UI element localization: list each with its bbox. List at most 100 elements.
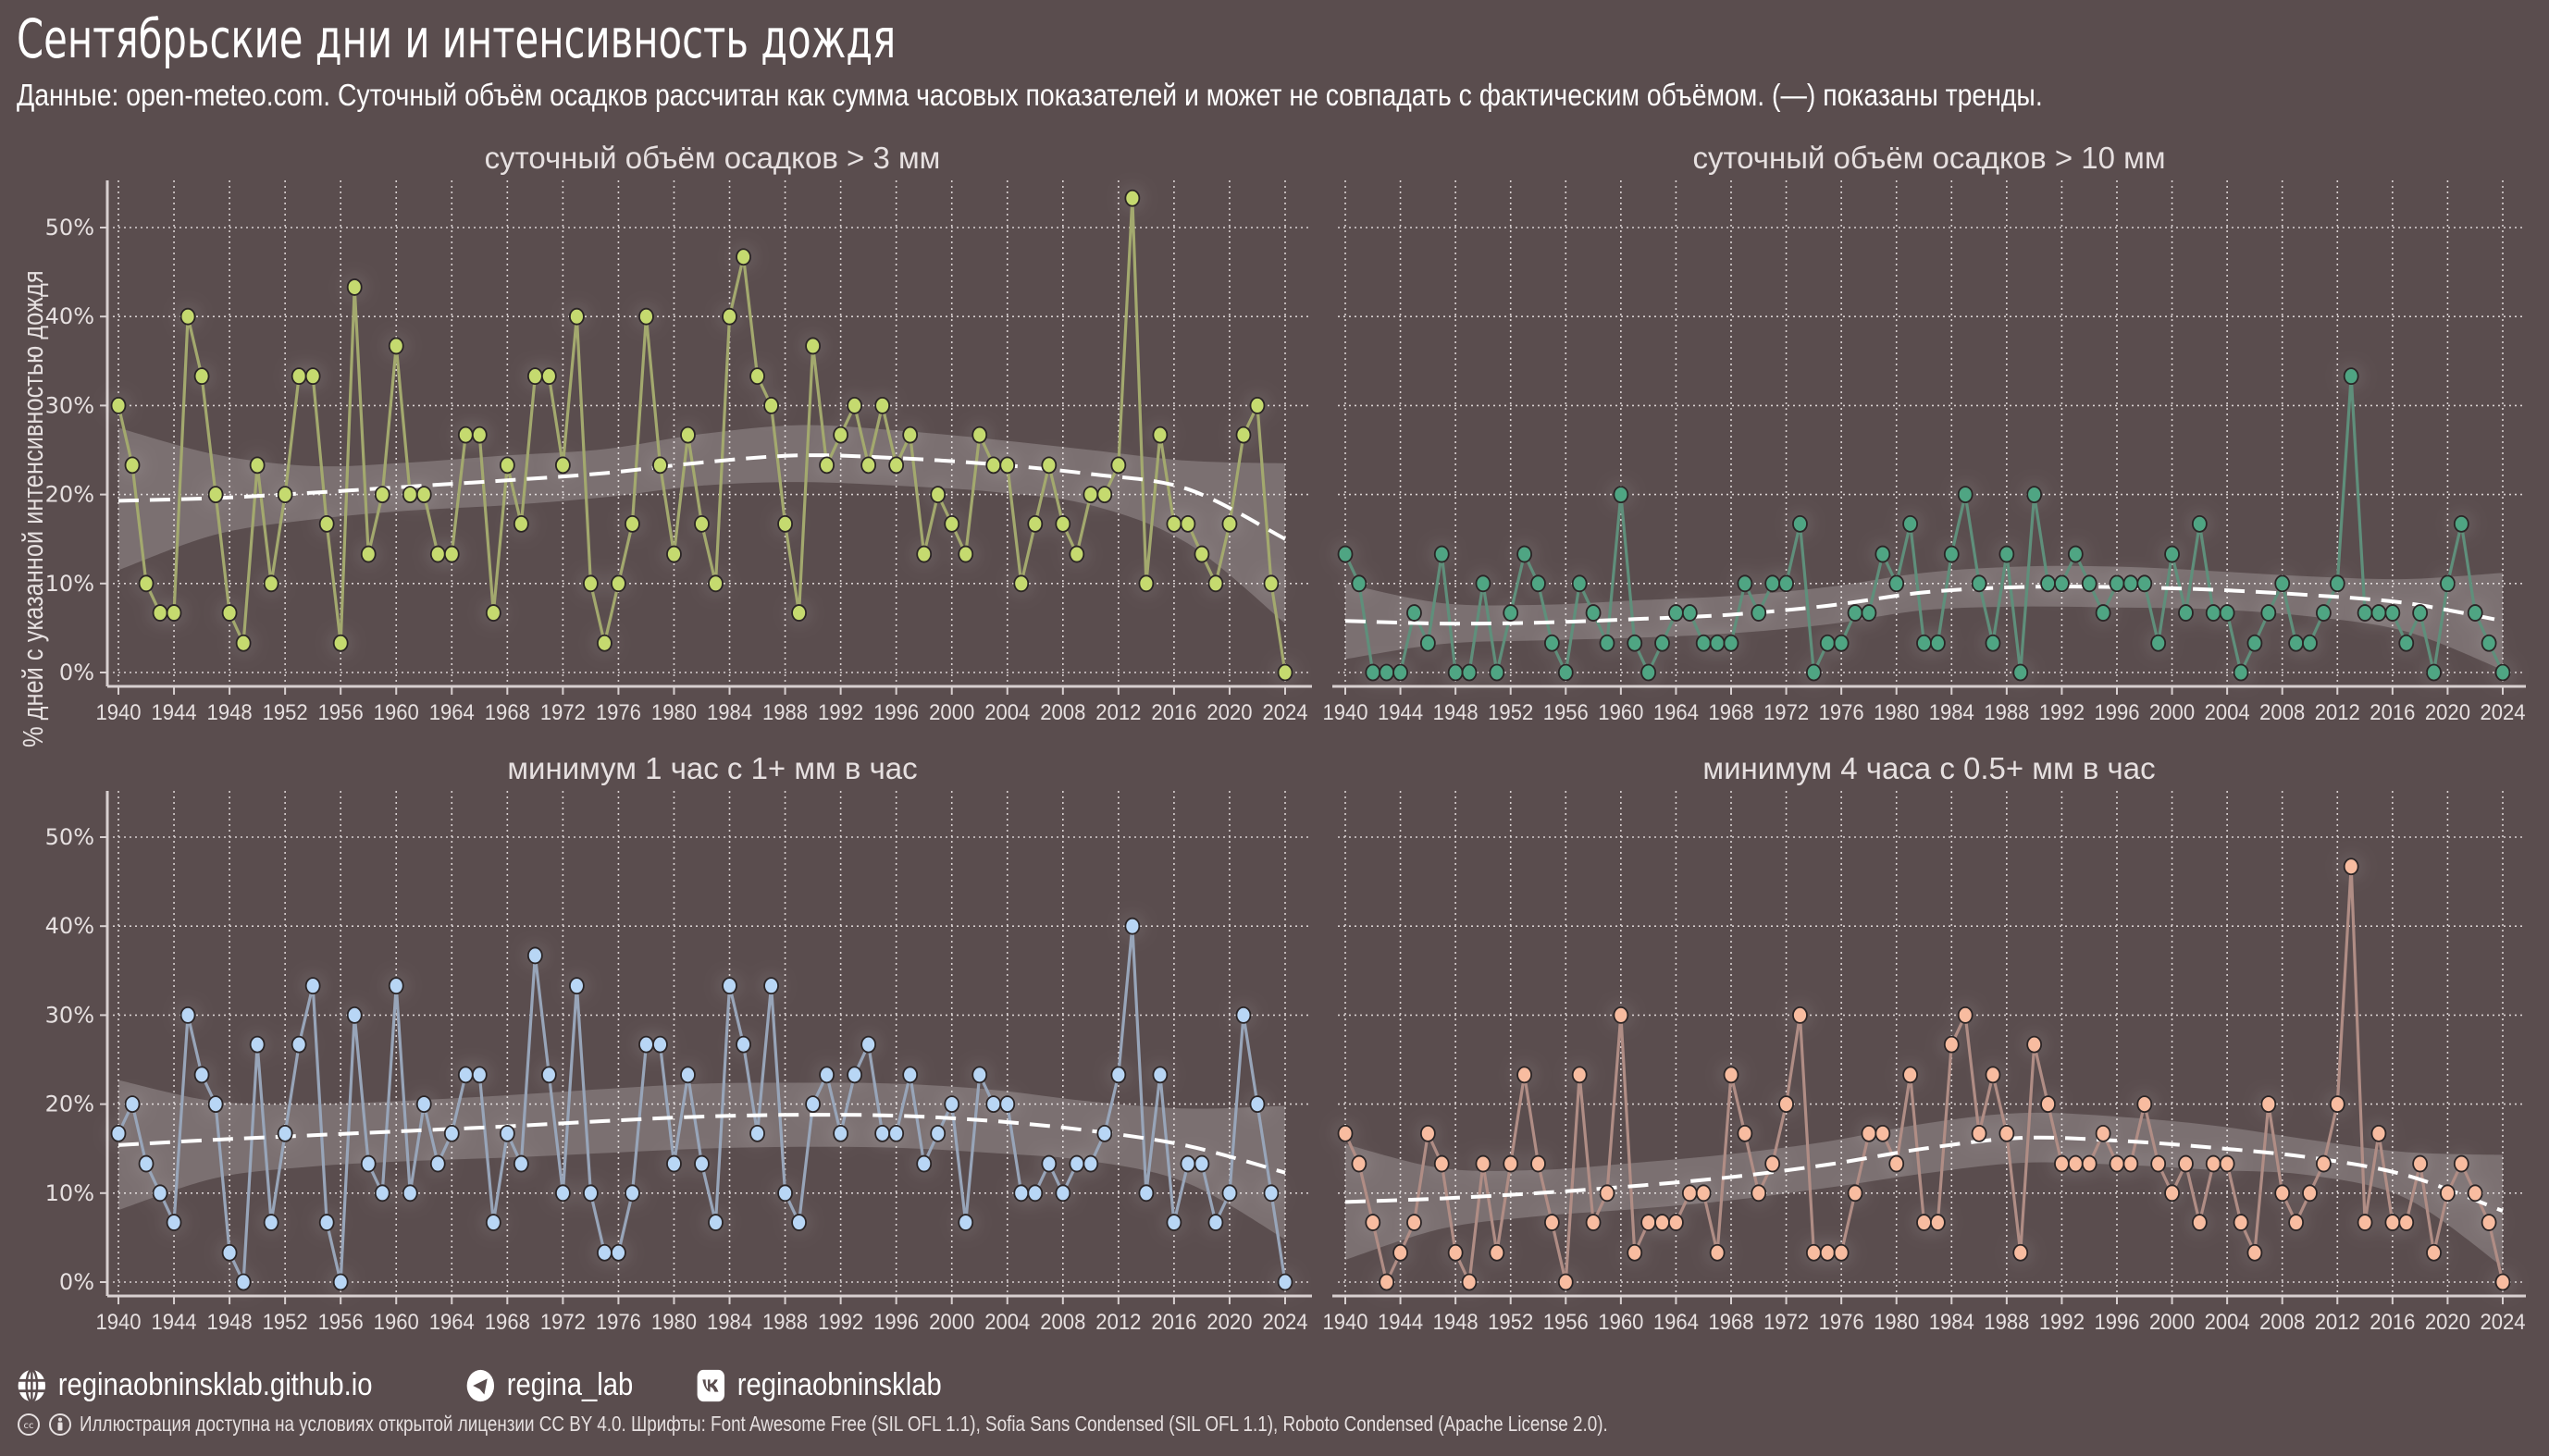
- gridlines: [113, 180, 1312, 683]
- page-title: Сентябрьские дни и интенсивность дождя: [17, 7, 897, 70]
- data-point: [888, 1124, 905, 1142]
- y-tick-label: 50%: [45, 824, 94, 850]
- data-point: [1138, 1184, 1155, 1203]
- data-point: [360, 1154, 377, 1173]
- data-point: [999, 1095, 1016, 1113]
- data-point: [708, 574, 724, 593]
- y-tick-label: 10%: [45, 1180, 94, 1206]
- x-tick-label: 1952: [263, 1309, 308, 1334]
- x-tick-label: 1944: [1378, 1309, 1423, 1334]
- data-point: [874, 396, 891, 414]
- footer-link-vk[interactable]: reginaobninsklab: [696, 1367, 942, 1403]
- confidence-band: [1345, 1112, 2503, 1267]
- data-point: [2343, 858, 2359, 876]
- x-tick-label: 1944: [1378, 699, 1423, 724]
- data-point: [1013, 1184, 1030, 1203]
- data-point: [2481, 1214, 2497, 1231]
- data-point: [1461, 663, 1478, 682]
- data-point: [485, 1214, 501, 1231]
- x-tick-label: 2020: [1206, 699, 1252, 724]
- data-point: [1166, 514, 1182, 533]
- data-point: [1792, 1006, 1808, 1024]
- data-point: [179, 307, 196, 326]
- x-tick-label: 2012: [1095, 1309, 1141, 1334]
- x-tick-label: 2024: [1262, 699, 1307, 724]
- x-tick-label: 1988: [1984, 1309, 2029, 1334]
- data-point: [1998, 1124, 2015, 1142]
- data-point: [1207, 1214, 1224, 1231]
- x-tick-label: 2024: [1262, 1309, 1307, 1334]
- data-point: [110, 396, 127, 414]
- x-tick-label: 2024: [2480, 1309, 2525, 1334]
- data-point: [833, 1124, 849, 1142]
- data-point: [443, 545, 460, 563]
- data-point: [429, 545, 446, 563]
- data-point: [304, 977, 321, 995]
- data-point: [985, 1095, 1002, 1113]
- data-point: [540, 367, 557, 386]
- data-point: [1419, 1124, 1436, 1142]
- panel-3: минимум 1 час с 1+ мм в час 0% 10% 20% 30% 40…: [45, 751, 1312, 1334]
- data-point: [652, 456, 668, 475]
- footer-link-label: reginaobninsklab: [736, 1367, 942, 1402]
- data-point: [1069, 545, 1085, 563]
- data-point: [304, 367, 321, 386]
- x-tick-label: 1988: [1984, 699, 2029, 724]
- data-point: [1475, 1154, 1491, 1173]
- footer-link-telegram[interactable]: regina_lab: [465, 1367, 633, 1403]
- data-point: [2081, 1154, 2097, 1173]
- data-point: [666, 1154, 682, 1173]
- x-tick-label: 1944: [151, 699, 196, 724]
- footer-link-website[interactable]: reginaobninsklab.github.io: [17, 1367, 372, 1403]
- trend-line: [1344, 585, 2504, 626]
- data-point: [1379, 663, 1395, 682]
- data-point: [958, 545, 974, 563]
- data-point: [1819, 1243, 1836, 1262]
- x-tick-label: 1952: [1488, 1309, 1533, 1334]
- data-point: [513, 1154, 529, 1173]
- data-point: [374, 1184, 390, 1203]
- data-point: [860, 1035, 877, 1054]
- data-point: [1124, 189, 1141, 207]
- data-point: [540, 1066, 557, 1084]
- svg-text:cc: cc: [24, 1421, 34, 1431]
- data-point: [1902, 514, 1919, 533]
- data-point: [554, 1184, 571, 1203]
- data-point: [1668, 604, 1684, 622]
- data-point: [415, 1095, 432, 1113]
- data-point: [1083, 486, 1099, 503]
- x-tick-label: 1984: [707, 1309, 752, 1334]
- data-point: [2081, 574, 2097, 593]
- data-point: [1543, 634, 1560, 652]
- x-tick-label: 2016: [2370, 1309, 2415, 1334]
- data-point: [1778, 574, 1794, 593]
- data-point: [2288, 634, 2305, 652]
- x-tick-label: 1996: [2094, 699, 2139, 724]
- y-tick-label: 10%: [45, 571, 94, 597]
- data-point: [1916, 1214, 1932, 1231]
- x-tick-label: 1964: [429, 699, 475, 724]
- data-point: [1461, 1273, 1478, 1291]
- data-point: [1277, 663, 1293, 682]
- data-points: [110, 917, 1293, 1291]
- data-point: [1585, 604, 1602, 622]
- data-point: [1138, 574, 1155, 593]
- x-tick-label: 1972: [1763, 699, 1809, 724]
- data-point: [166, 1214, 182, 1231]
- data-point: [1419, 634, 1436, 652]
- data-point: [1083, 1154, 1099, 1173]
- data-point: [1971, 574, 1987, 593]
- data-point: [2205, 1154, 2221, 1173]
- data-point: [888, 456, 905, 475]
- data-point: [1406, 1214, 1422, 1231]
- data-point: [1571, 1066, 1588, 1084]
- data-point: [1613, 1006, 1629, 1024]
- data-point: [2067, 545, 2084, 563]
- data-point: [971, 1066, 988, 1084]
- x-tick-label: 1976: [596, 699, 641, 724]
- data-point: [1764, 574, 1781, 593]
- data-point: [402, 1184, 418, 1203]
- data-point: [1723, 634, 1739, 652]
- data-point: [2012, 663, 2029, 682]
- data-point: [847, 1066, 863, 1084]
